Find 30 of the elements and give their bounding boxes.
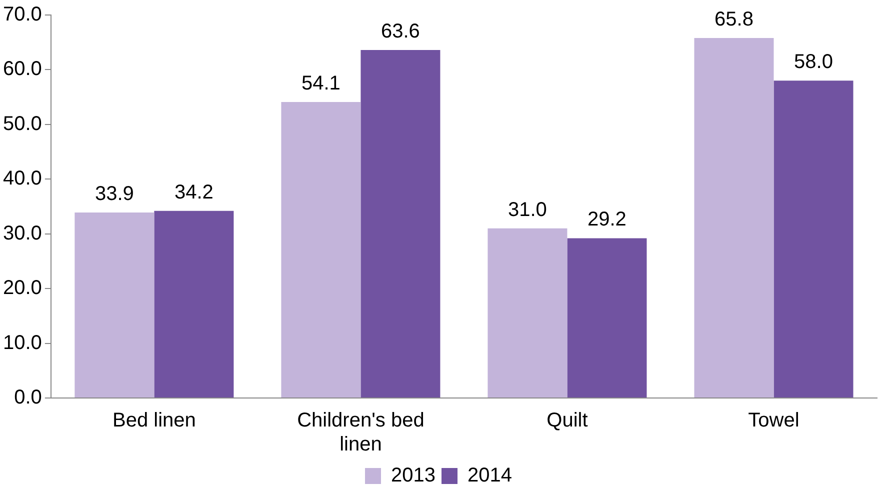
legend-label: 2014 xyxy=(468,464,512,487)
data-label: 34.2 xyxy=(174,181,214,204)
y-tick-label: 60.0 xyxy=(2,58,42,80)
legend-label: 2013 xyxy=(391,464,436,487)
x-tick-label: Children's bed linen xyxy=(297,410,424,456)
bar xyxy=(774,80,854,398)
data-label: 33.9 xyxy=(94,183,134,206)
data-label: 58.0 xyxy=(794,51,833,74)
bar xyxy=(360,50,440,398)
y-tick-label: 40.0 xyxy=(2,168,42,190)
bar xyxy=(488,228,568,398)
data-label: 29.2 xyxy=(588,208,626,231)
y-tick-label: 50.0 xyxy=(2,112,42,135)
x-tick-label: Bed linen xyxy=(112,410,196,432)
bar xyxy=(154,210,234,398)
bar xyxy=(74,212,154,398)
data-label: 65.8 xyxy=(714,8,754,30)
y-tick-label: 20.0 xyxy=(2,277,42,300)
bar xyxy=(567,238,647,398)
bar xyxy=(281,102,361,398)
x-tick-label: Towel xyxy=(748,410,800,432)
data-label: 31.0 xyxy=(508,198,547,221)
data-label: 63.6 xyxy=(380,20,420,43)
bar xyxy=(694,38,774,398)
y-tick-label: 10.0 xyxy=(2,332,42,354)
y-tick-label: 70.0 xyxy=(2,4,42,26)
y-tick-label: 0.0 xyxy=(14,386,42,409)
y-tick-label: 30.0 xyxy=(2,222,42,244)
data-label: 54.1 xyxy=(301,72,340,95)
x-tick-label: Quilt xyxy=(546,410,588,432)
